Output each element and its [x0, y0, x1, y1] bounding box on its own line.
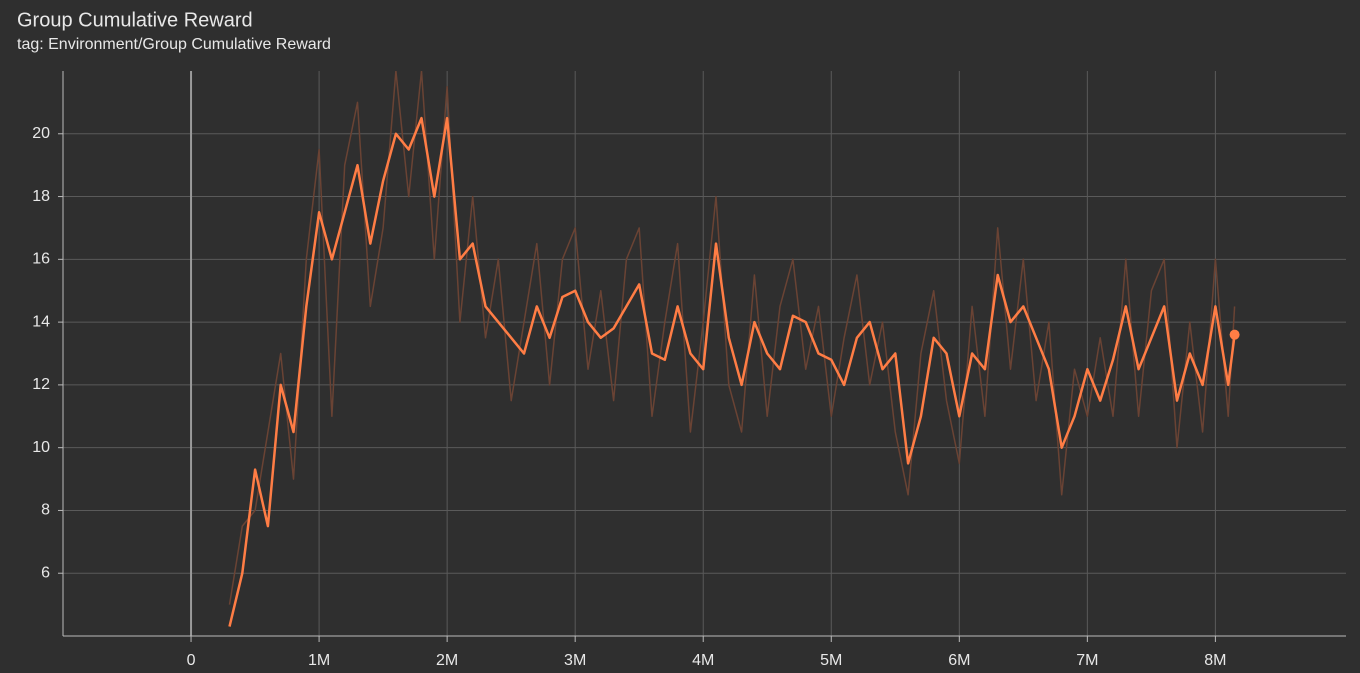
plot-area — [228, 71, 1240, 627]
x-tick-label: 7M — [1076, 652, 1098, 669]
x-tick-label: 3M — [564, 652, 586, 669]
end-marker — [1229, 329, 1240, 340]
y-tick-label: 14 — [32, 313, 50, 330]
y-tick-label: 20 — [32, 125, 50, 142]
x-tick-label: 5M — [820, 652, 842, 669]
x-tick-label: 6M — [948, 652, 970, 669]
x-tick-label: 8M — [1204, 652, 1226, 669]
x-tick-label: 0 — [187, 652, 196, 669]
y-tick-label: 8 — [41, 502, 50, 519]
series-line — [228, 116, 1236, 627]
grid — [63, 71, 1346, 636]
y-tick-label: 12 — [32, 376, 50, 393]
series-line — [228, 71, 1236, 605]
y-tick-label: 16 — [32, 251, 50, 268]
y-tick-label: 6 — [41, 564, 50, 581]
chart-subtitle: tag: Environment/Group Cumulative Reward — [17, 36, 331, 53]
x-tick-label: 4M — [692, 652, 714, 669]
x-tick-label: 1M — [308, 652, 330, 669]
chart-title: Group Cumulative Reward — [17, 9, 253, 31]
y-tick-label: 10 — [32, 439, 50, 456]
x-tick-label: 2M — [436, 652, 458, 669]
y-tick-label: 18 — [32, 188, 50, 205]
